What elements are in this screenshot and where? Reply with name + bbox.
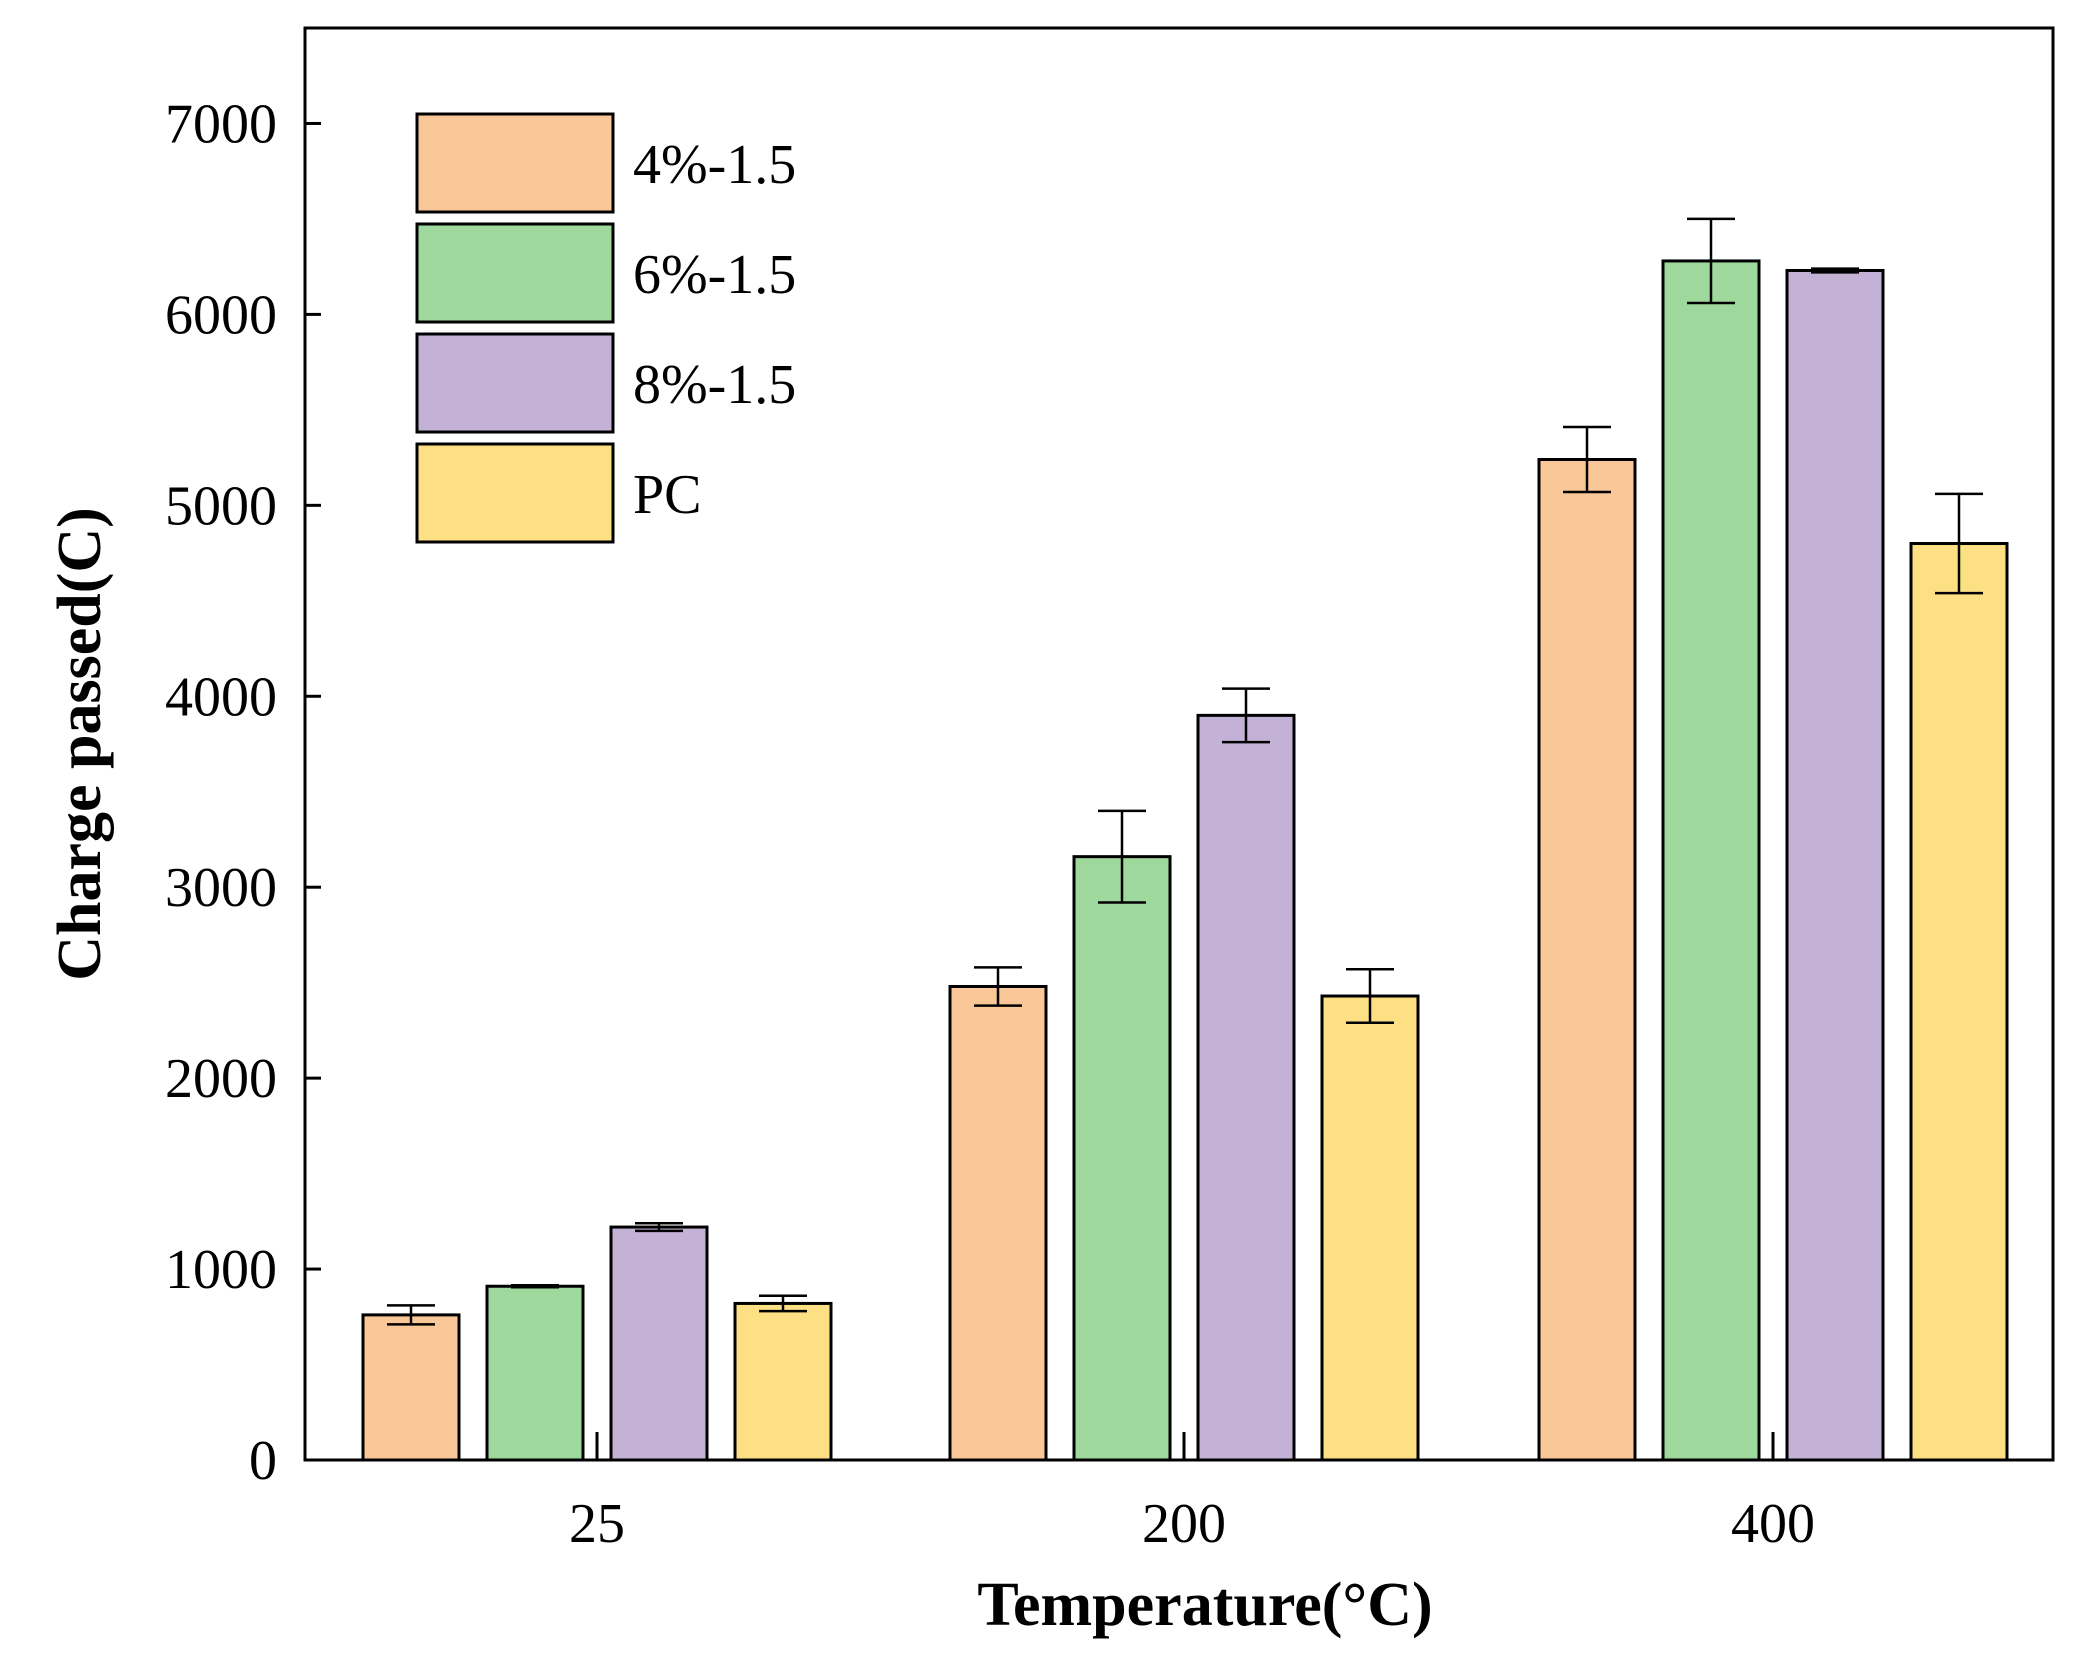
plot-frame [303, 26, 2055, 1462]
y-tick-label: 7000 [165, 93, 277, 155]
x-tick-label: 25 [569, 1493, 625, 1555]
x-tick-label: 200 [1142, 1493, 1226, 1555]
legend-label-4%-1.5: 4%-1.5 [633, 134, 796, 196]
y-tick-label: 0 [249, 1430, 277, 1492]
bar-8%-1.5-200 [1196, 713, 1296, 1462]
y-tick-label: 3000 [165, 857, 277, 919]
bar-6%-1.5-200 [1072, 855, 1172, 1462]
bar-PC-25 [733, 1301, 833, 1462]
bar-4%-1.5-200 [948, 984, 1048, 1462]
y-tick-label: 4000 [165, 666, 277, 728]
x-axis-ticks: 25 200 400 [569, 1432, 1815, 1555]
y-tick-label: 1000 [165, 1239, 277, 1301]
bar-8%-1.5-400 [1785, 268, 1885, 1462]
error-bars-group [387, 217, 1983, 1326]
bars-group [361, 259, 2009, 1462]
bar-8%-1.5-25 [609, 1225, 709, 1462]
y-axis-title: Charge passed(C) [46, 507, 114, 981]
legend-label-6%-1.5: 6%-1.5 [633, 244, 796, 306]
x-tick-label: 400 [1731, 1493, 1815, 1555]
y-axis-ticks: 0 1000 2000 3000 4000 5000 6000 7000 [165, 93, 321, 1492]
bar-6%-1.5-25 [485, 1284, 585, 1462]
x-axis-title: Temperature(°C) [977, 1571, 1432, 1639]
legend-swatch-PC [415, 442, 615, 544]
legend-swatch-6%-1.5 [415, 222, 615, 324]
bar-PC-200 [1320, 994, 1420, 1462]
legend-label-PC: PC [633, 464, 702, 526]
legend-label-8%-1.5: 8%-1.5 [633, 354, 796, 416]
legend: 4%-1.5 6%-1.5 8%-1.5 PC [415, 112, 796, 544]
bar-6%-1.5-400 [1661, 259, 1761, 1462]
y-tick-label: 6000 [165, 284, 277, 346]
bar-PC-400 [1909, 542, 2009, 1462]
y-tick-label: 5000 [165, 475, 277, 537]
bar-4%-1.5-25 [361, 1313, 461, 1462]
bar-4%-1.5-400 [1537, 458, 1637, 1462]
legend-swatch-4%-1.5 [415, 112, 615, 214]
legend-swatch-8%-1.5 [415, 332, 615, 434]
y-tick-label: 2000 [165, 1048, 277, 1110]
